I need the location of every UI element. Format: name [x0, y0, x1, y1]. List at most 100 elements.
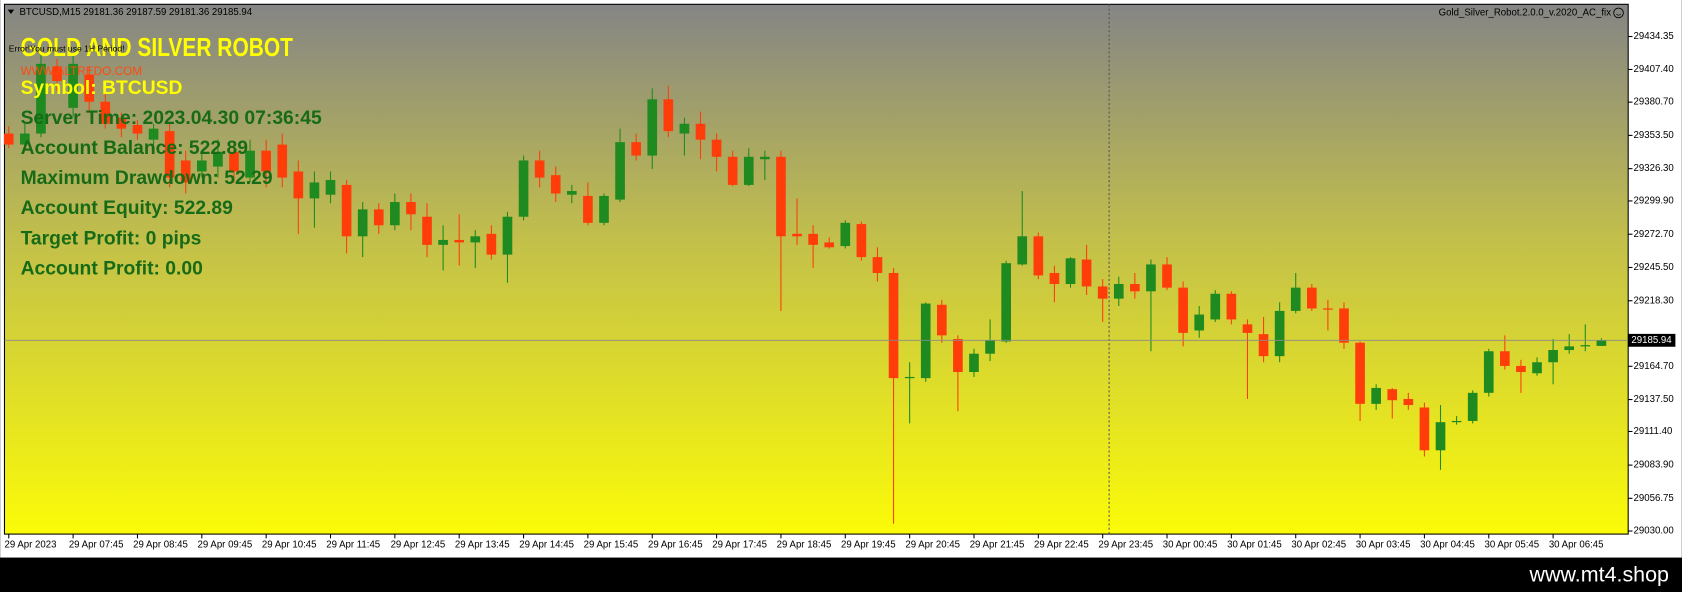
candle-body	[888, 272, 899, 379]
candle-body	[1178, 287, 1188, 333]
candle-body	[1290, 287, 1301, 311]
candle-body	[1387, 389, 1398, 401]
candle-body	[985, 340, 995, 354]
candle-body	[1194, 314, 1205, 331]
candle-body	[373, 209, 384, 226]
x-tick-label: 29 Apr 15:45	[584, 539, 639, 550]
y-tick-label: 29299.90	[1634, 195, 1674, 206]
y-tick-label: 29030.00	[1634, 526, 1674, 537]
candle-body	[390, 202, 400, 226]
candle-body	[776, 156, 786, 237]
candle-body	[1564, 346, 1575, 351]
x-tick-label: 29 Apr 08:45	[133, 539, 188, 550]
candle-body	[36, 63, 46, 134]
candle-body	[1162, 264, 1172, 288]
panel-line: Target Profit: 0 pips	[21, 228, 202, 249]
y-tick-label: 29326.30	[1634, 163, 1674, 174]
y-tick-label: 29056.75	[1634, 493, 1674, 504]
x-tick-label: 29 Apr 22:45	[1034, 539, 1089, 550]
panel-line: Maximum Drawdown: 52.29	[21, 168, 273, 189]
candle-body	[1210, 293, 1221, 320]
y-tick-label: 29407.40	[1634, 64, 1674, 75]
candle-body	[1596, 340, 1607, 346]
x-tick-label: 29 Apr 12:45	[391, 539, 446, 550]
candle-body	[3, 133, 14, 145]
menu-arrow[interactable]	[7, 9, 15, 14]
candle-body	[1130, 283, 1140, 292]
error-message: Error!You must use 1H Period!	[9, 44, 125, 54]
candle-body	[872, 257, 883, 273]
candle-body	[631, 142, 641, 156]
panel-line: Account Profit: 0.00	[21, 258, 203, 279]
candle-body	[1339, 308, 1349, 343]
candle-body	[277, 144, 288, 178]
footer-bar	[0, 557, 1682, 592]
candle-body	[438, 239, 448, 245]
candle-body	[953, 339, 963, 373]
candle-body	[1516, 365, 1526, 373]
candle-body	[550, 175, 561, 194]
candle-body	[1419, 407, 1430, 451]
candle-body	[196, 160, 207, 172]
candle-body	[1580, 345, 1591, 347]
candle-body	[1242, 324, 1253, 333]
candle-body	[406, 202, 416, 215]
x-tick-label: 30 Apr 03:45	[1356, 539, 1411, 550]
candle-body	[132, 124, 143, 134]
candle-body	[245, 150, 255, 178]
candle-body	[904, 376, 915, 379]
smiley-mouth	[1616, 13, 1621, 16]
candle-body	[566, 191, 577, 195]
candle-body	[213, 151, 223, 167]
y-tick-label: 29164.70	[1634, 361, 1674, 372]
x-tick-label: 30 Apr 01:45	[1227, 539, 1282, 550]
candle-body	[1017, 236, 1028, 265]
panel-lines: Server Time: 2023.04.30 07:36:45 Account …	[21, 108, 322, 279]
y-tick-label: 29353.50	[1634, 130, 1674, 141]
candle-body	[760, 156, 770, 160]
y-tick-label: 29272.70	[1634, 229, 1674, 240]
candle-body	[695, 123, 706, 140]
candle-body	[534, 160, 545, 178]
x-tick-label: 30 Apr 05:45	[1484, 539, 1539, 550]
price-label-box	[1628, 333, 1676, 347]
x-tick-label: 29 Apr 11:45	[326, 539, 380, 550]
candle-body	[422, 216, 432, 245]
candle-body	[1146, 264, 1156, 292]
expert-name: Gold_Silver_Robot.2.0.0_v.2020_AC_fix	[1439, 7, 1612, 18]
x-tick-label: 29 Apr 14:45	[519, 539, 574, 550]
candle-body	[52, 66, 62, 81]
candle-body	[1226, 293, 1237, 320]
x-tick-label: 30 Apr 04:45	[1420, 539, 1475, 550]
candle-body	[470, 236, 481, 243]
candle-body	[454, 239, 465, 243]
website: WWW.ALTREDO.COM	[21, 65, 143, 78]
candle-body	[1001, 263, 1011, 342]
expert-smiley[interactable]	[1613, 7, 1624, 19]
candle-body	[68, 63, 78, 108]
candle-body	[743, 156, 754, 185]
x-tick-label: 30 Apr 06:45	[1549, 539, 1604, 550]
candle-body	[1403, 398, 1414, 406]
candle-body	[1451, 420, 1462, 423]
x-tick-label: 30 Apr 00:45	[1163, 539, 1218, 550]
y-tick-label: 29434.35	[1634, 31, 1674, 42]
candle-body	[261, 150, 271, 172]
candle-body	[325, 180, 336, 195]
candle-body	[180, 160, 191, 183]
candle-body	[808, 233, 818, 245]
symbol-info: BTCUSD,M15 29181.36 29187.59 29181.36 29…	[19, 7, 252, 18]
x-tick-label: 29 Apr 17:45	[712, 539, 767, 550]
candle-body	[486, 233, 497, 255]
candle-body	[20, 133, 30, 145]
candle-body	[792, 233, 802, 237]
candle-body	[293, 171, 304, 199]
candle-body	[1371, 387, 1381, 404]
x-tick-label: 29 Apr 16:45	[648, 539, 703, 550]
candle-body	[84, 74, 95, 102]
candle-body	[116, 117, 127, 129]
candle-body	[583, 195, 593, 223]
candle-body	[1113, 283, 1124, 299]
y-tick-label: 29083.90	[1634, 460, 1674, 471]
